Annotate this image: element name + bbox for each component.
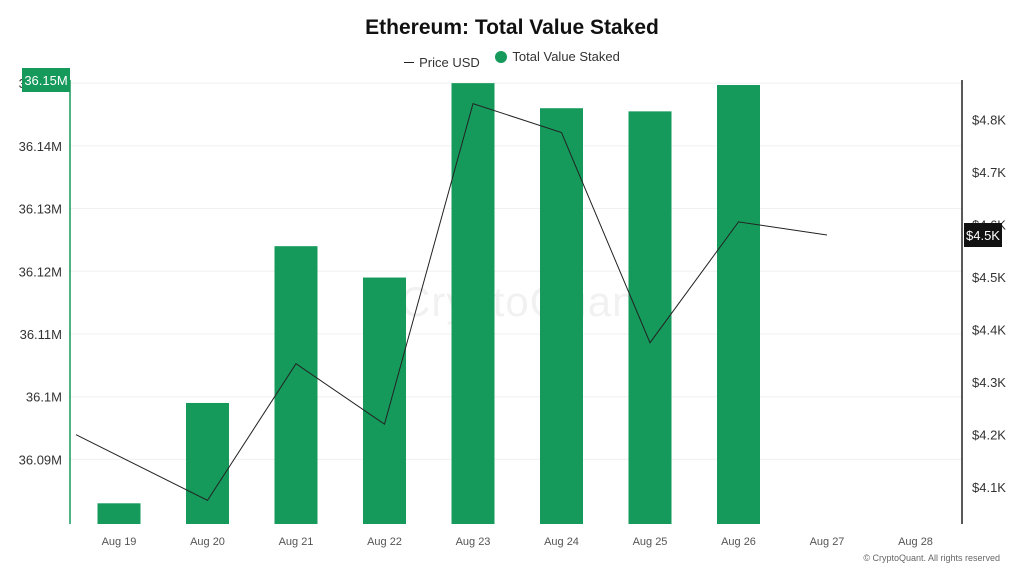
left-tick-label: 36.14M xyxy=(19,139,62,154)
bar xyxy=(451,83,495,524)
x-tick-label: Aug 24 xyxy=(544,536,579,548)
x-tick-label: Aug 21 xyxy=(279,536,314,548)
bar xyxy=(363,277,406,524)
left-tick-label: 36.11M xyxy=(20,327,62,342)
x-tick-label: Aug 25 xyxy=(633,536,668,548)
right-value-badge-label: $4.5K xyxy=(966,228,1000,243)
x-tick-label: Aug 27 xyxy=(810,536,845,548)
right-tick-label: $4.5K xyxy=(972,270,1006,285)
price-line xyxy=(75,103,828,502)
bar xyxy=(97,503,141,524)
bar xyxy=(186,402,229,524)
right-tick-label: $4.4K xyxy=(972,323,1006,338)
right-tick-label: $4.2K xyxy=(972,428,1006,443)
x-tick-label: Aug 23 xyxy=(456,536,491,548)
x-tick-label: Aug 22 xyxy=(367,536,402,548)
left-value-badge-label: 36.15M xyxy=(24,73,67,88)
bar xyxy=(274,246,318,524)
left-tick-label: 36.12M xyxy=(19,264,62,279)
right-tick-label: $4.7K xyxy=(972,165,1006,180)
chart-title: Ethereum: Total Value Staked xyxy=(365,16,659,39)
legend-line-marker xyxy=(404,61,415,63)
right-value-badge xyxy=(964,223,1002,248)
x-tick-label: Aug 20 xyxy=(190,536,225,548)
bar xyxy=(540,108,583,524)
right-tick-label: $4.1K xyxy=(972,480,1006,495)
right-tick-label: $4.8K xyxy=(972,112,1006,127)
legend-item-price[interactable]: Price USD xyxy=(404,55,480,70)
legend: Price USD Total Value Staked xyxy=(0,49,1024,70)
left-value-badge xyxy=(22,68,70,92)
x-tick-label: Aug 19 xyxy=(102,536,137,548)
watermark: CryptoQuant xyxy=(400,278,650,325)
legend-label-price: Price USD xyxy=(419,54,480,70)
left-tick-label: 36.09M xyxy=(19,452,62,467)
copyright-text: © CryptoQuant. All rights reserved xyxy=(863,553,1000,563)
x-tick-label: Aug 28 xyxy=(898,536,933,548)
legend-item-staked[interactable]: Total Value Staked xyxy=(495,49,620,64)
x-tick-label: Aug 26 xyxy=(721,536,756,548)
bar xyxy=(628,111,672,525)
right-tick-label: $4.3K xyxy=(972,375,1006,390)
legend-label-staked: Total Value Staked xyxy=(512,49,620,64)
left-tick-label: 36.13M xyxy=(19,202,62,217)
bar xyxy=(717,85,760,524)
legend-dot-marker xyxy=(495,50,508,63)
left-tick-label: 36.1M xyxy=(26,390,62,405)
